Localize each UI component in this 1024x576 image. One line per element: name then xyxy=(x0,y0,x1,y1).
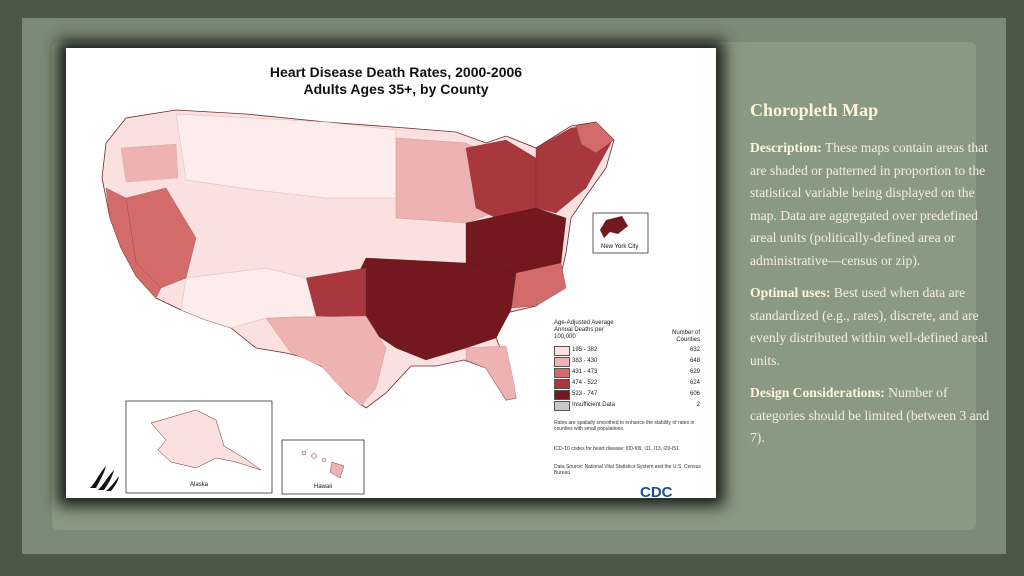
nyc-label: New York City xyxy=(601,244,639,250)
legend-counts-header: Number of Counties xyxy=(671,330,700,343)
region-texas xyxy=(265,315,387,407)
optimal-uses-text: Best used when data are standardized (e.… xyxy=(750,285,988,368)
region-north-plains xyxy=(175,113,397,199)
optimal-uses-paragraph: Optimal uses: Best used when data are st… xyxy=(750,282,990,372)
legend-swatch xyxy=(554,357,570,367)
design-considerations-text: Number of categories should be limited (… xyxy=(750,385,990,445)
legend-range: Insufficient Data xyxy=(572,402,615,408)
legend-row: 431 - 473 629 xyxy=(554,368,704,378)
region-florida xyxy=(465,345,517,401)
design-considerations-label: Design Considerations: xyxy=(750,385,885,400)
legend-row: Insufficient Data 2 xyxy=(554,401,704,411)
hawaii-inset xyxy=(281,439,365,495)
note-smoothing: Rates are spatially smoothed to enhance … xyxy=(554,420,695,432)
legend-row: 474 - 522 624 xyxy=(554,379,704,389)
legend-swatch xyxy=(554,401,570,411)
alaska-shape xyxy=(150,409,262,471)
map-figure: Heart Disease Death Rates, 2000-2006 Adu… xyxy=(66,48,716,501)
region-southwest xyxy=(180,267,317,329)
slide-heading: Choropleth Map xyxy=(750,100,879,120)
legend-swatch xyxy=(554,379,570,389)
legend-range: 431 - 473 xyxy=(572,369,598,375)
legend-range: 195 - 382 xyxy=(572,347,598,353)
legend-range: 474 - 522 xyxy=(572,380,598,386)
legend-count: 624 xyxy=(689,380,700,386)
map-title-line2: Adults Ages 35+, by County xyxy=(303,81,489,97)
note-source: Data Source: National Vital Statistics S… xyxy=(554,464,701,476)
description-paragraph: Description: These maps contain areas th… xyxy=(750,137,990,272)
legend-row: 383 - 430 648 xyxy=(554,357,704,367)
map-title-line1: Heart Disease Death Rates, 2000-2006 xyxy=(269,64,523,80)
legend-count: 606 xyxy=(689,391,700,397)
alaska-label: Alaska xyxy=(190,482,209,488)
description-text: These maps contain areas that are shaded… xyxy=(750,140,988,268)
design-considerations-paragraph: Design Considerations: Number of categor… xyxy=(750,382,990,450)
legend-count: 632 xyxy=(689,347,700,353)
legend-swatch xyxy=(554,346,570,356)
legend-row: 195 - 382 632 xyxy=(554,346,704,356)
optimal-uses-label: Optimal uses: xyxy=(750,285,831,300)
legend-swatch xyxy=(554,368,570,378)
legend-range: 383 - 430 xyxy=(572,358,598,364)
legend-count: 629 xyxy=(689,369,700,375)
legend-range: 523 - 747 xyxy=(572,391,598,397)
legend-count: 648 xyxy=(689,358,700,364)
hhs-logo-icon xyxy=(90,466,119,491)
nyc-shape xyxy=(600,216,628,238)
text-panel: Choropleth Map Description: These maps c… xyxy=(750,100,990,460)
region-oregon xyxy=(120,143,179,183)
legend-header: Age-Adjusted Average Annual Deaths per 1… xyxy=(554,320,614,340)
hawaii-label: Hawaii xyxy=(314,484,333,490)
description-label: Description: xyxy=(750,140,822,155)
region-maine xyxy=(575,121,615,154)
legend-count: 2 xyxy=(696,402,700,408)
legend-row: 523 - 747 606 xyxy=(554,390,704,400)
region-california xyxy=(105,187,162,299)
legend-swatch xyxy=(554,390,570,400)
note-icd: ICD-10 codes for heart disease: I00-I09,… xyxy=(554,446,679,452)
choropleth-map xyxy=(101,109,649,495)
cdc-logo: CDC xyxy=(640,484,673,501)
